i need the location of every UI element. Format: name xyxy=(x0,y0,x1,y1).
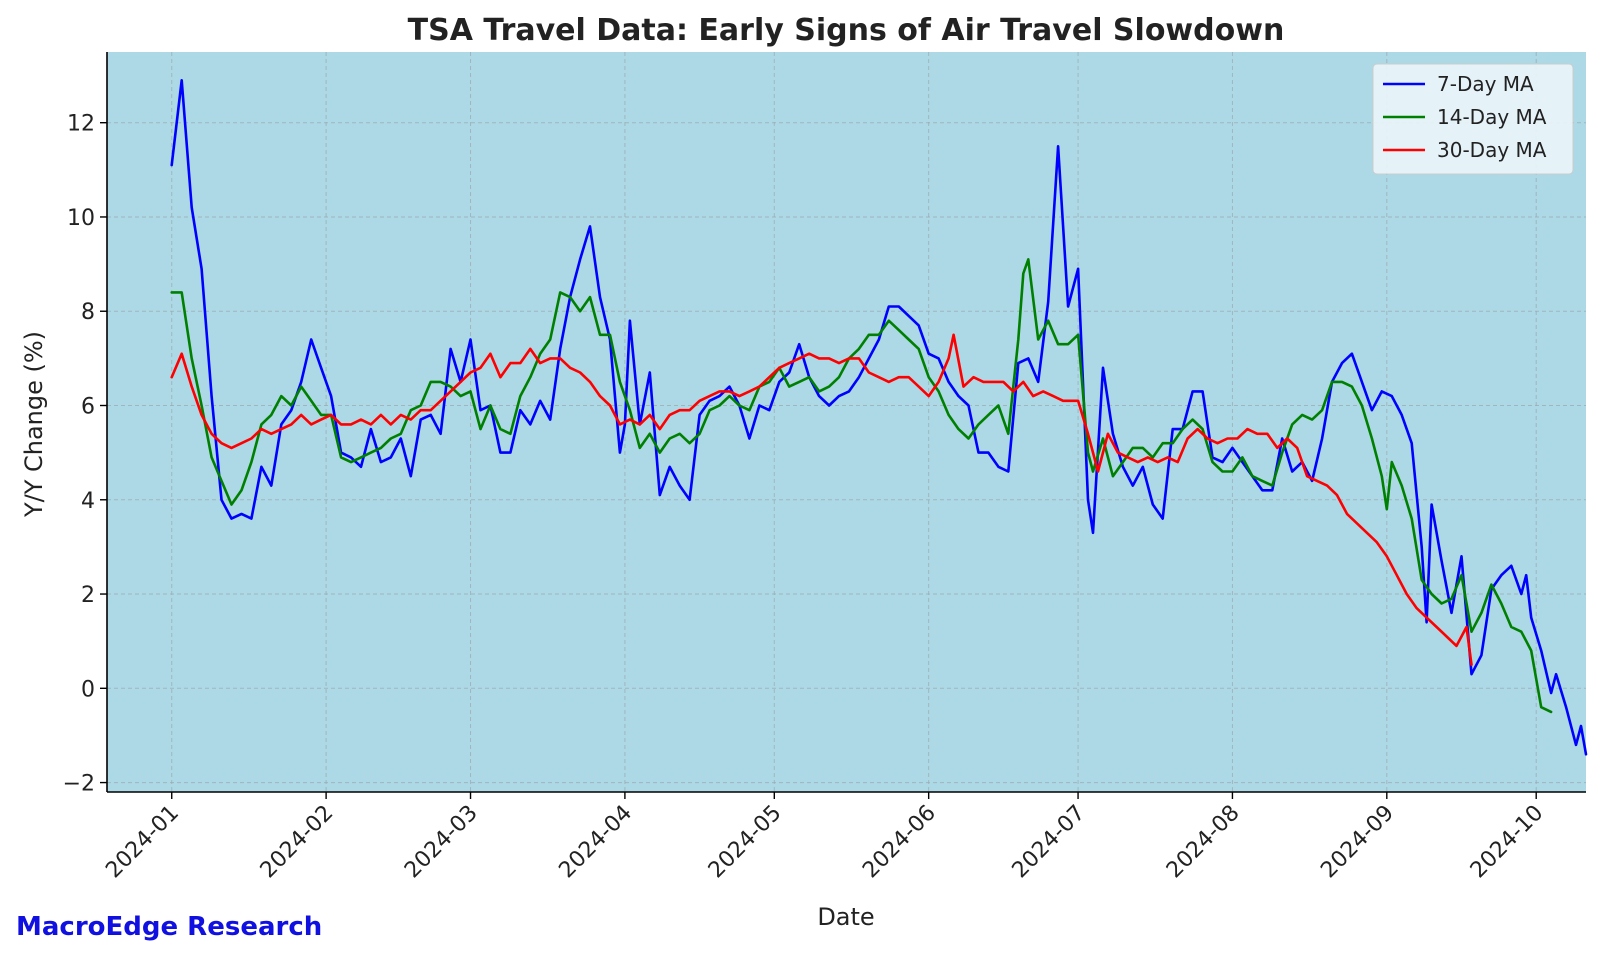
legend: 7-Day MA 14-Day MA 30-Day MA xyxy=(1372,63,1574,175)
y-tick-label: 4 xyxy=(81,489,95,514)
legend-label: 14-Day MA xyxy=(1437,105,1547,129)
y-tick-label: 12 xyxy=(67,112,95,137)
x-axis-label: Date xyxy=(817,903,874,931)
y-tick-label: 0 xyxy=(81,677,95,702)
series-layer xyxy=(170,79,1588,756)
legend-label: 7-Day MA xyxy=(1437,72,1534,96)
y-tick-label: 8 xyxy=(81,300,95,325)
series-line-30-day-ma xyxy=(170,333,1473,666)
brand-label: MacroEdge Research xyxy=(16,912,323,942)
y-tick-label: 6 xyxy=(81,395,95,420)
y-ticks: −2 0 2 4 6 8 10 12 xyxy=(63,112,107,797)
y-axis-label: Y/Y Change (%) xyxy=(20,331,48,518)
series-line-7-day-ma xyxy=(170,79,1588,756)
y-tick-label: −2 xyxy=(63,772,95,797)
chart-title: TSA Travel Data: Early Signs of Air Trav… xyxy=(408,13,1285,48)
series-line-14-day-ma xyxy=(170,258,1553,714)
y-tick-label: 10 xyxy=(67,206,95,231)
legend-box xyxy=(1372,63,1574,175)
legend-label: 30-Day MA xyxy=(1437,138,1547,162)
y-tick-label: 2 xyxy=(81,583,95,608)
plot-area xyxy=(107,52,1586,792)
